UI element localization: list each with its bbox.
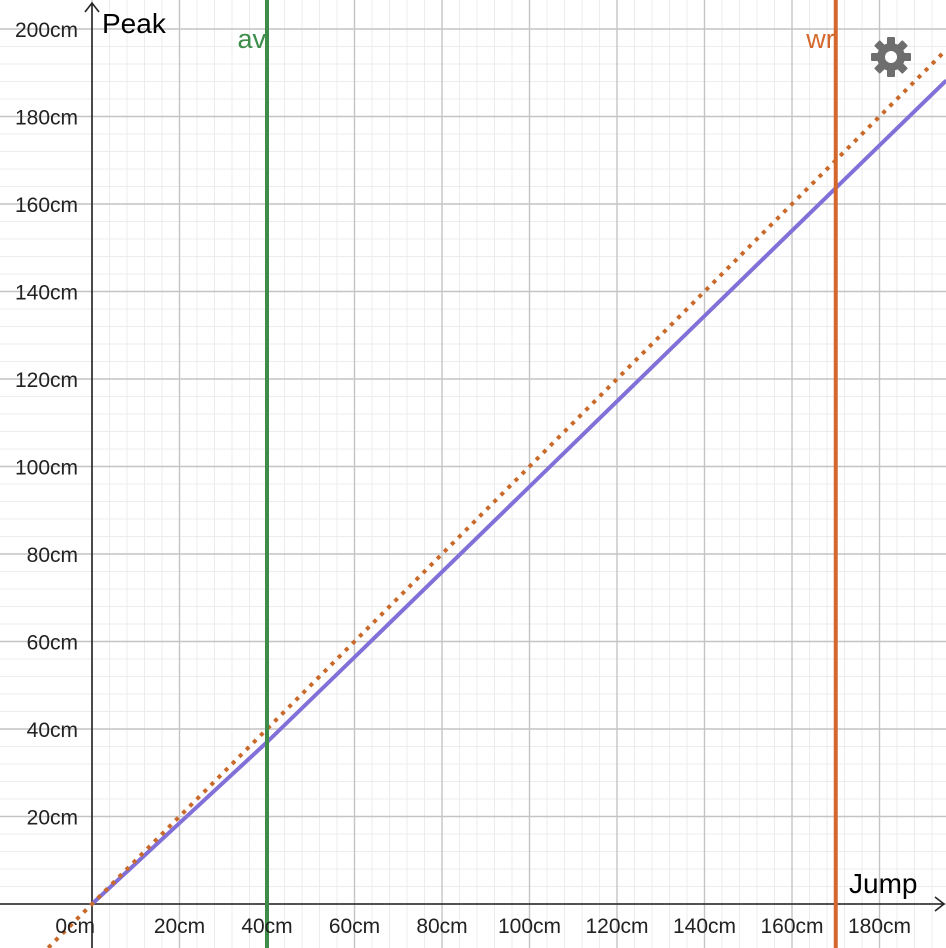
x-tick-label: 0cm — [55, 915, 95, 938]
y-tick-label: 120cm — [15, 369, 78, 392]
x-tick-label: 160cm — [760, 915, 823, 938]
vertical-line-label-wr: wr — [805, 24, 835, 54]
y-tick-label: 60cm — [27, 632, 78, 655]
y-tick-label: 40cm — [27, 719, 78, 742]
x-tick-label: 40cm — [241, 915, 292, 938]
series-layer — [46, 49, 946, 948]
x-tick-labels: 0cm 20cm 40cm 60cm 80cm 100cm 120cm 140cm 160cm 1… — [55, 915, 911, 938]
vertical-lines: av wr — [237, 0, 838, 948]
y-tick-label: 80cm — [27, 544, 78, 567]
x-tick-label: 60cm — [329, 915, 380, 938]
x-axis-arrow — [934, 896, 946, 912]
series-dotted-line — [46, 49, 946, 948]
vertical-line-label-av: av — [237, 24, 266, 54]
x-tick-label: 80cm — [416, 915, 467, 938]
x-tick-label: 140cm — [673, 915, 736, 938]
y-axis-title: Peak — [102, 8, 167, 39]
x-tick-label: 100cm — [498, 915, 561, 938]
y-axis-arrow — [84, 1, 100, 13]
y-tick-label: 200cm — [15, 19, 78, 42]
y-tick-label: 20cm — [27, 807, 78, 830]
series-solid-line — [90, 79, 946, 906]
x-tick-label: 180cm — [848, 915, 911, 938]
y-tick-label: 100cm — [15, 457, 78, 480]
x-tick-label: 120cm — [585, 915, 648, 938]
x-axis-title: Jump — [849, 868, 917, 899]
gear-icon — [871, 37, 911, 77]
y-tick-label: 160cm — [15, 194, 78, 217]
x-tick-label: 20cm — [154, 915, 205, 938]
y-tick-label: 180cm — [15, 107, 78, 130]
settings-button[interactable] — [868, 34, 914, 80]
y-tick-labels: 20cm 40cm 60cm 80cm 100cm 120cm 140cm 160cm 180c… — [15, 19, 78, 830]
y-tick-label: 140cm — [15, 282, 78, 305]
